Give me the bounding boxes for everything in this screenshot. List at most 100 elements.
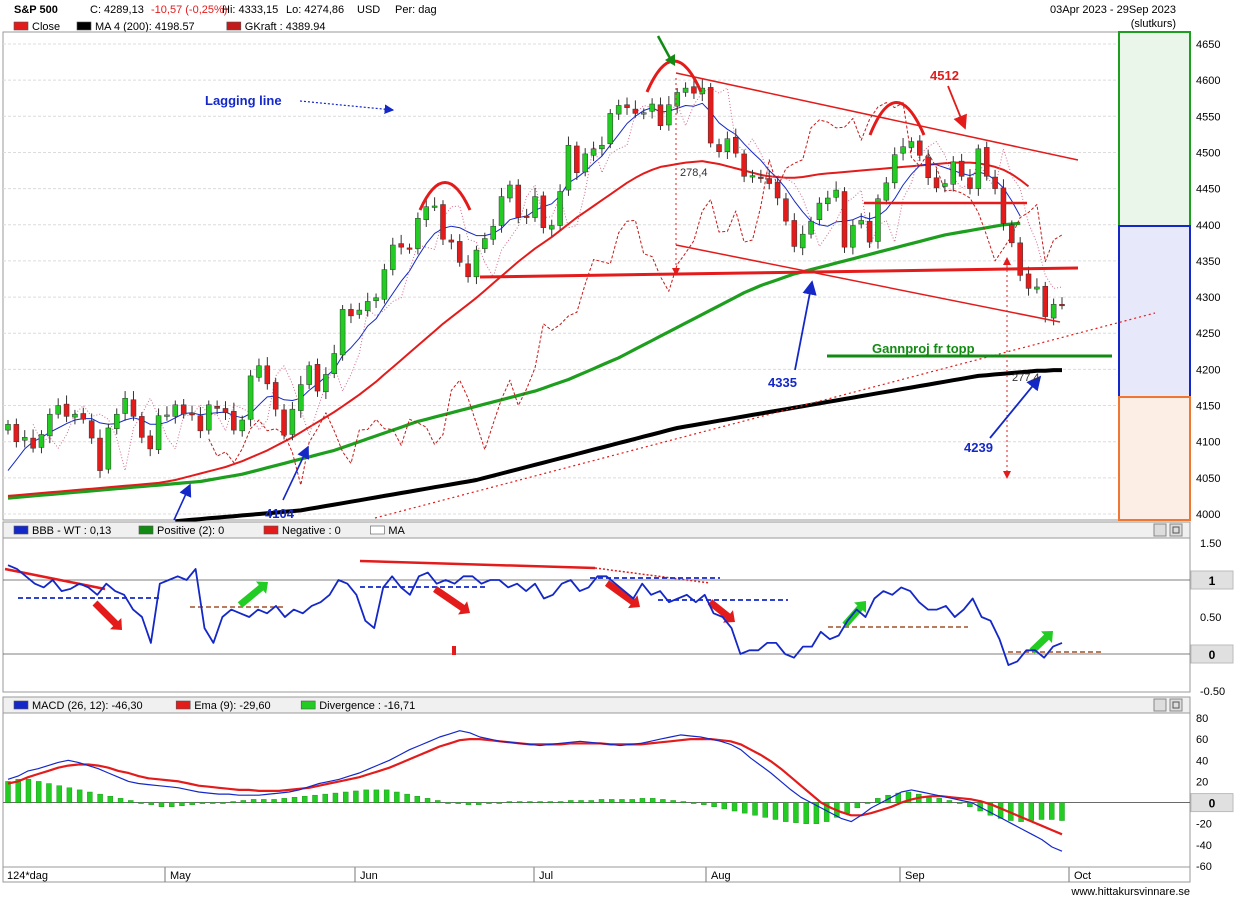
candle-body (950, 161, 957, 185)
ma-short-blue-line (7, 102, 1021, 471)
label-gann: Gannproj fr topp (872, 341, 975, 356)
candle (908, 137, 915, 152)
legend-label: Divergence : -16,71 (319, 700, 415, 712)
period: Per: dag (395, 4, 437, 16)
month-label: Sep (905, 870, 925, 882)
price-tick: 4000 (1196, 509, 1220, 521)
candle-body (875, 198, 881, 242)
candle-body (172, 404, 179, 417)
month-label: May (170, 870, 191, 882)
macd-settings-icon[interactable] (1153, 698, 1167, 712)
candle-body (164, 414, 170, 417)
macd-panel-buttons[interactable] (1153, 698, 1183, 712)
candle (691, 79, 697, 99)
candle-body (1000, 187, 1007, 224)
label-4104: 4104 (265, 506, 295, 521)
divergence-bar (128, 800, 134, 803)
candle (13, 418, 20, 448)
divergence-bar (465, 802, 472, 805)
divergence-bar (568, 800, 574, 803)
candle-body (682, 87, 689, 93)
candle (30, 429, 36, 453)
divergence-bar (46, 783, 52, 803)
bbb-settings-icon[interactable] (1153, 523, 1167, 537)
candle-body (72, 413, 78, 418)
macd-tick: 20 (1196, 776, 1208, 788)
divergence-bar (56, 785, 62, 803)
legend-label: Negative : 0 (282, 525, 341, 537)
candle-body (180, 404, 187, 415)
candle (666, 96, 672, 131)
divergence-bar (5, 781, 11, 803)
legend-bbb: BBB - WT : 0,13 Positive (2): 0 Negative :… (13, 525, 406, 537)
candle (942, 179, 948, 193)
candle (858, 213, 864, 229)
candle (983, 141, 990, 181)
analysis-overlays: Lagging line Gannproj fr topp 4512 4335 … (173, 35, 1156, 521)
candle (356, 302, 363, 319)
candle (72, 409, 78, 425)
bbb-panel-frame (2, 521, 1191, 693)
bbb-negative-bar (452, 646, 456, 655)
divergence-bar (169, 802, 175, 807)
candle-body (1025, 273, 1032, 289)
candle-body (975, 148, 982, 189)
candle-body (883, 182, 890, 201)
candle-body (607, 113, 614, 145)
high-value: Hi: 4333,15 (222, 4, 278, 16)
price-tick: 4550 (1196, 111, 1220, 123)
currency: USD (357, 4, 380, 16)
divergence-bar (537, 801, 543, 803)
candle-body (599, 144, 605, 150)
bbb-maximize-glyph (1172, 526, 1180, 534)
candle-body (707, 87, 714, 144)
divergence-bar (557, 801, 564, 803)
price-tick: 4350 (1196, 256, 1220, 268)
candle (473, 245, 480, 285)
candle (172, 400, 179, 424)
bbb-green-arrow-3 (1029, 631, 1054, 654)
candle-body (548, 225, 555, 230)
candle-body (155, 415, 162, 450)
candle-body (314, 364, 321, 392)
candle-body (841, 191, 848, 248)
candle-body (691, 86, 697, 94)
candle-body (507, 184, 513, 199)
candle-body (105, 427, 112, 470)
candle-body (440, 204, 446, 240)
channel-lower (675, 244, 1061, 323)
divergence-bar (87, 791, 93, 803)
candle-body (640, 112, 647, 115)
candle (490, 218, 496, 246)
bbb-maximize-icon[interactable] (1169, 523, 1183, 537)
candle-body (833, 189, 839, 198)
candle-body (473, 249, 480, 278)
candle-body (5, 424, 11, 431)
divergence-bar (629, 799, 635, 803)
divergence-bar (455, 802, 461, 804)
macd-maximize-icon[interactable] (1169, 698, 1183, 712)
candle-body (515, 184, 522, 218)
candle-body (1042, 285, 1049, 317)
date-range: 03Apr 2023 - 29Sep 2023 (1050, 4, 1176, 16)
macd-tick: -20 (1196, 819, 1212, 831)
symbol: S&P 500 (14, 4, 58, 16)
candle (97, 429, 103, 478)
bbb-red-arrow-1 (92, 600, 123, 631)
price-tick: 4450 (1196, 184, 1220, 196)
legend-label: Ema (9): -29,60 (194, 700, 270, 712)
candle-body (323, 374, 329, 393)
zone-orange (1118, 396, 1191, 521)
candle-body (758, 176, 764, 179)
divergence-bar (609, 799, 615, 803)
divergence-bar (527, 801, 533, 803)
candle (155, 408, 162, 454)
candle (406, 243, 413, 254)
candle-body (206, 404, 212, 431)
main-grid (3, 43, 1119, 515)
candle-body (632, 108, 639, 114)
bbb-panel-buttons[interactable] (1153, 523, 1183, 537)
divergence-bar (783, 802, 789, 822)
bbb-level-box (1190, 570, 1234, 590)
